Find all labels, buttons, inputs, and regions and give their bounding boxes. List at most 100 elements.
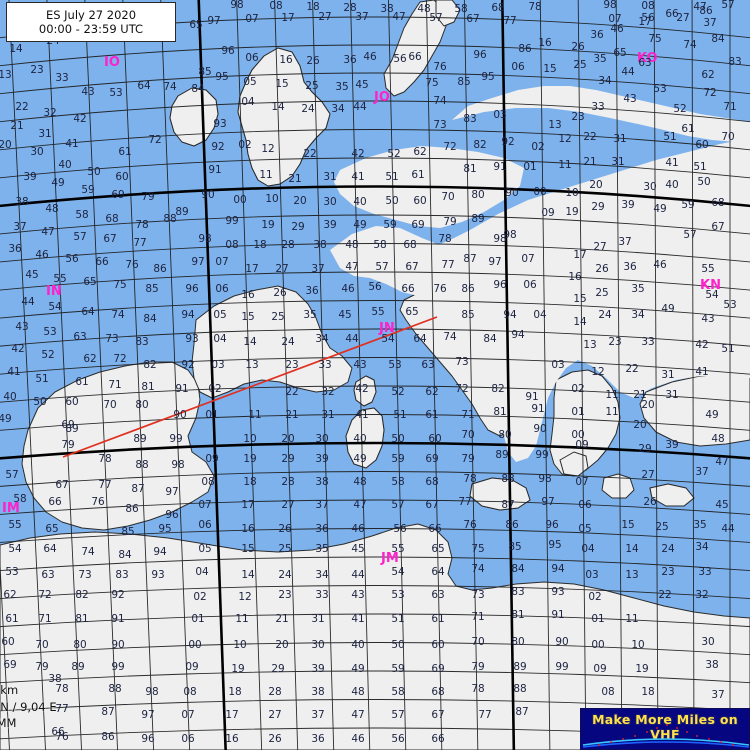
subsquare-number: 48 [345,239,358,251]
subsquare-number: 33 [591,101,604,113]
subsquare-number: 45 [25,269,38,281]
subsquare-number: 82 [491,383,504,395]
subsquare-number: 71 [38,613,51,625]
subsquare-number: 70 [461,429,474,441]
subsquare-number: 36 [343,54,357,66]
subsquare-number: 38 [705,659,718,671]
subsquare-number: 29 [291,221,304,233]
subsquare-number: 43 [351,589,364,601]
subsquare-number: 91 [175,383,188,395]
subsquare-number: 56 [393,523,407,535]
subsquare-number: 20 [293,195,306,207]
subsquare-number: 77 [55,703,68,715]
subsquare-number: 59 [391,453,404,465]
subsquare-number: 55 [8,519,21,531]
subsquare-number: 24 [301,103,315,115]
subsquare-number: 21 [285,409,298,421]
subsquare-number: 22 [303,148,316,160]
subsquare-number: 65 [45,523,58,535]
subsquare-number: 42 [355,383,368,395]
subsquare-number: 60 [431,639,444,651]
subsquare-number: 17 [573,249,586,261]
subsquare-number: 98 [603,0,616,11]
subsquare-number: 95 [158,523,171,535]
subsquare-number: 91 [551,609,564,621]
subsquare-number: 94 [511,329,525,341]
subsquare-number: 27 [641,469,654,481]
subsquare-number: 00 [188,639,201,651]
subsquare-number: 88 [513,683,526,695]
subsquare-number: 98 [493,233,506,245]
subsquare-number: 37 [695,466,708,478]
subsquare-number: 78 [55,683,68,695]
subsquare-number: 52 [391,386,404,398]
propagation-path [62,316,438,458]
subsquare-number: 74 [433,95,447,107]
subsquare-number: 66 [665,8,679,20]
subsquare-number: 41 [351,171,364,183]
subsquare-number: 76 [433,283,447,295]
subsquare-number: 05 [578,523,591,535]
subsquare-number: 75 [648,33,661,45]
subsquare-number: 65 [613,47,626,59]
subsquare-number: 40 [3,391,16,403]
subsquare-number: 47 [353,499,366,511]
subsquare-number: 51 [385,171,398,183]
subsquare-number: 04 [581,543,595,555]
subsquare-number: 20 [633,419,646,431]
subsquare-number: 51 [693,161,706,173]
subsquare-number: 60 [428,433,441,445]
field-label-im: IM [2,501,20,516]
subsquare-number: 79 [461,453,474,465]
subsquare-number: 62 [701,69,714,81]
subsquare-number: 36 [623,261,637,273]
subsquare-number: 49 [653,203,666,215]
subsquare-number: 15 [241,311,254,323]
subsquare-number: 79 [471,661,484,673]
subsquare-number: 96 [493,279,507,291]
subsquare-number: 41 [355,409,368,421]
subsquare-number: 47 [392,11,405,23]
iberia [21,361,215,531]
subsquare-number: 06 [523,279,537,291]
subsquare-number: 05 [198,543,211,555]
subsquare-number: 71 [471,611,484,623]
subsquare-number: 47 [345,261,358,273]
subsquare-number: 21 [288,173,301,185]
subsquare-number: 57 [73,231,86,243]
subsquare-number: 66 [431,733,445,745]
subsquare-number: 57 [391,499,404,511]
subsquare-number: 17 [638,16,651,28]
subsquare-number: 98 [538,473,551,485]
subsquare-number: 85 [457,76,470,88]
subsquare-number: 89 [65,423,78,435]
subsquare-number: 50 [385,195,398,207]
subsquare-number: 38 [311,686,324,698]
subsquare-number: 28 [343,2,356,14]
subsquare-number: 63 [421,359,434,371]
subsquare-number: 09 [575,439,588,451]
field-label-jo: JO [373,90,390,105]
subsquare-number: 09 [205,453,218,465]
subsquare-number: 03 [551,359,564,371]
vhf-banner[interactable]: Make More Miles on VHF [580,708,750,750]
subsquare-number: 63 [431,589,444,601]
subsquare-number: 76 [463,519,477,531]
subsquare-number: 00 [533,186,546,198]
subsquare-number: 87 [463,253,476,265]
subsquare-number: 12 [558,133,571,145]
subsquare-number: 22 [15,101,28,113]
subsquare-number: 40 [351,639,364,651]
subsquare-number: 12 [591,366,604,378]
subsquare-number: 89 [133,433,146,445]
subsquare-number: 16 [241,523,255,535]
subsquare-number: 66 [48,496,62,508]
subsquare-number: 42 [73,113,86,125]
subsquare-number: 09 [593,663,606,675]
subsquare-number: 84 [511,563,525,575]
subsquare-number: 59 [81,184,94,196]
subsquare-number: 11 [605,406,618,418]
subsquare-number: 81 [493,406,506,418]
subsquare-number: 23 [608,336,621,348]
